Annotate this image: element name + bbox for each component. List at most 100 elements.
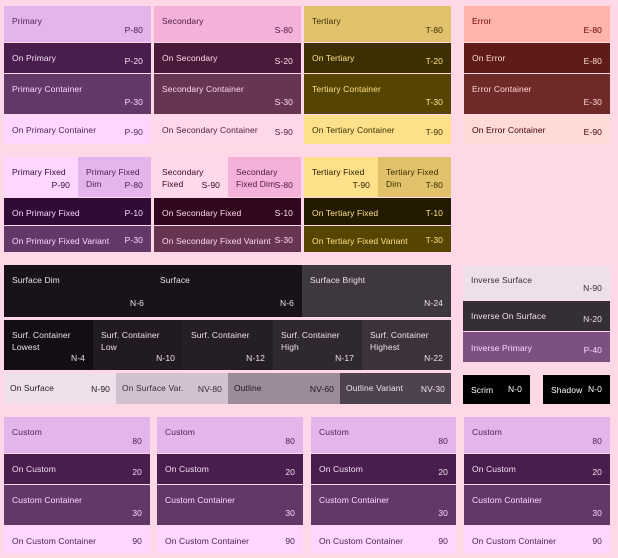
tile-tone: S-90 <box>274 127 293 137</box>
tile-label: On Primary <box>12 53 56 63</box>
tile-error-container: Error Container E-30 <box>464 74 610 114</box>
tile-surface-bright: Surface Bright N-24 <box>302 265 451 317</box>
tile-tone: N-90 <box>91 384 110 394</box>
tile-tertiary-fixed-dim: Tertiary Fixed Dim T-80 <box>378 157 451 197</box>
tile-label: Custom <box>12 427 42 437</box>
tile-tone: N-12 <box>246 353 265 363</box>
tile-label: On Custom <box>12 464 56 474</box>
tile-error: Error E-80 <box>464 6 610 42</box>
tile-label: On Primary Container <box>12 125 97 135</box>
tile-surface-container-lowest: Surf. Container Lowest N-4 <box>4 320 93 370</box>
tile-label: On Error <box>472 53 506 63</box>
tile-label: Custom Container <box>319 495 390 505</box>
tile-primary-container: Primary Container P-30 <box>4 74 151 114</box>
tile-scrim: Scrim N-0 <box>463 375 530 404</box>
tile-on-primary-fixed: On Primary Fixed P-10 <box>4 198 151 225</box>
tile-label: Secondary Fixed Dim <box>236 167 278 189</box>
tile-tone: P-80 <box>124 180 143 190</box>
tile-secondary-container: Secondary Container S-30 <box>154 74 301 114</box>
tile-label: Surface Bright <box>310 275 366 285</box>
tile-secondary-fixed-dim: Secondary Fixed Dim S-80 <box>228 157 301 197</box>
tile-label: Primary Fixed <box>12 167 66 177</box>
tile-on-primary-container: On Primary Container P-90 <box>4 115 151 144</box>
tile-tone: N-6 <box>280 298 294 308</box>
tile-label: Surface Dim <box>12 275 60 285</box>
tile-label: On Secondary Fixed Variant <box>162 236 271 246</box>
tile-shadow: Shadow N-0 <box>543 375 610 404</box>
tile-label: On Primary Fixed <box>12 208 80 218</box>
tile-label: On Custom Container <box>165 536 250 546</box>
tile-tone: T-20 <box>425 56 443 66</box>
tile-label: Error Container <box>472 84 532 94</box>
tile-secondary-fixed: Secondary Fixed S-90 <box>154 157 228 197</box>
tile-primary: Primary P-80 <box>4 6 151 42</box>
tile-label: Surf. Container High <box>281 330 340 352</box>
tile-tone: S-30 <box>274 235 293 245</box>
tile-label: Secondary Container <box>162 84 244 94</box>
tile-inverse-on-surface: Inverse On Surface N-20 <box>463 301 610 331</box>
tile-custom: Custom 80 <box>157 417 303 453</box>
tile-tone: N-24 <box>424 298 443 308</box>
tile-tertiary-container: Tertiary Container T-30 <box>304 74 451 114</box>
tile-surface-dim: Surface Dim N-6 <box>4 265 152 317</box>
tile-on-error-container: On Error Container E-90 <box>464 115 610 144</box>
tile-tone: S-30 <box>274 97 293 107</box>
tile-label: Secondary <box>162 16 204 26</box>
tile-label: On Surface <box>10 383 54 393</box>
tile-label: Error <box>472 16 492 26</box>
tile-label: On Custom Container <box>472 536 557 546</box>
tile-surface-container: Surf. Container N-12 <box>183 320 273 370</box>
tile-tone: N-90 <box>583 283 602 293</box>
tile-tertiary-fixed: Tertiary Fixed T-90 <box>304 157 378 197</box>
tile-label: Tertiary Fixed <box>312 167 365 177</box>
tile-label: Primary Fixed Dim <box>86 167 140 189</box>
tile-tone: S-90 <box>201 180 220 190</box>
tile-label: On Tertiary Fixed <box>312 208 379 218</box>
tile-on-custom-container: On Custom Container 90 <box>311 526 456 553</box>
tile-label: Secondary Fixed <box>162 167 204 189</box>
tile-label: On Secondary <box>162 53 218 63</box>
tile-on-error: On Error E-80 <box>464 43 610 73</box>
tile-label: On Custom Container <box>12 536 97 546</box>
tile-label: Inverse On Surface <box>471 311 547 321</box>
tile-on-tertiary-fixed: On Tertiary Fixed T-10 <box>304 198 451 225</box>
tile-tone: 90 <box>438 536 448 546</box>
tile-tone: T-30 <box>425 97 443 107</box>
tile-inverse-primary: Inverse Primary P-40 <box>463 332 610 362</box>
tile-tone: P-20 <box>124 56 143 66</box>
tile-tone: E-90 <box>583 127 602 137</box>
tile-label: Outline Variant <box>346 383 404 393</box>
tile-tone: T-90 <box>425 127 443 137</box>
tile-tone: N-0 <box>508 384 522 394</box>
tile-tone: N-20 <box>583 314 602 324</box>
tile-tone: S-10 <box>274 208 293 218</box>
tile-label: Tertiary <box>312 16 341 26</box>
tile-label: On Primary Fixed Variant <box>12 236 110 246</box>
tile-label: Surf. Container Lowest <box>12 330 71 352</box>
tile-on-tertiary-container: On Tertiary Container T-90 <box>304 115 451 144</box>
tile-tone: 30 <box>592 508 602 518</box>
tile-on-custom-container: On Custom Container 90 <box>464 526 610 553</box>
tile-tone: NV-30 <box>420 384 445 394</box>
tile-tone: N-6 <box>130 298 144 308</box>
tile-tone: 90 <box>285 536 295 546</box>
tile-tone: N-10 <box>156 353 175 363</box>
tile-on-custom: On Custom 20 <box>4 454 150 484</box>
tile-custom: Custom 80 <box>311 417 456 453</box>
tile-label: On Secondary Fixed <box>162 208 242 218</box>
tile-on-surface-variant: On Surface Var. NV-80 <box>116 373 228 404</box>
tile-tone: T-90 <box>352 180 370 190</box>
tile-tone: S-80 <box>274 25 293 35</box>
tile-label: Custom Container <box>472 495 543 505</box>
tile-primary-fixed: Primary Fixed P-90 <box>4 157 78 197</box>
tile-surface-container-high: Surf. Container High N-17 <box>273 320 362 370</box>
tile-tone: N-17 <box>335 353 354 363</box>
tile-tone: N-22 <box>424 353 443 363</box>
tile-tone: 90 <box>132 536 142 546</box>
tile-tone: N-0 <box>588 384 602 394</box>
tile-label: On Error Container <box>472 125 546 135</box>
tile-custom: Custom 80 <box>4 417 150 453</box>
tile-label: Surf. Container <box>191 330 250 340</box>
tile-primary-fixed-dim: Primary Fixed Dim P-80 <box>78 157 151 197</box>
tile-tone: 30 <box>438 508 448 518</box>
